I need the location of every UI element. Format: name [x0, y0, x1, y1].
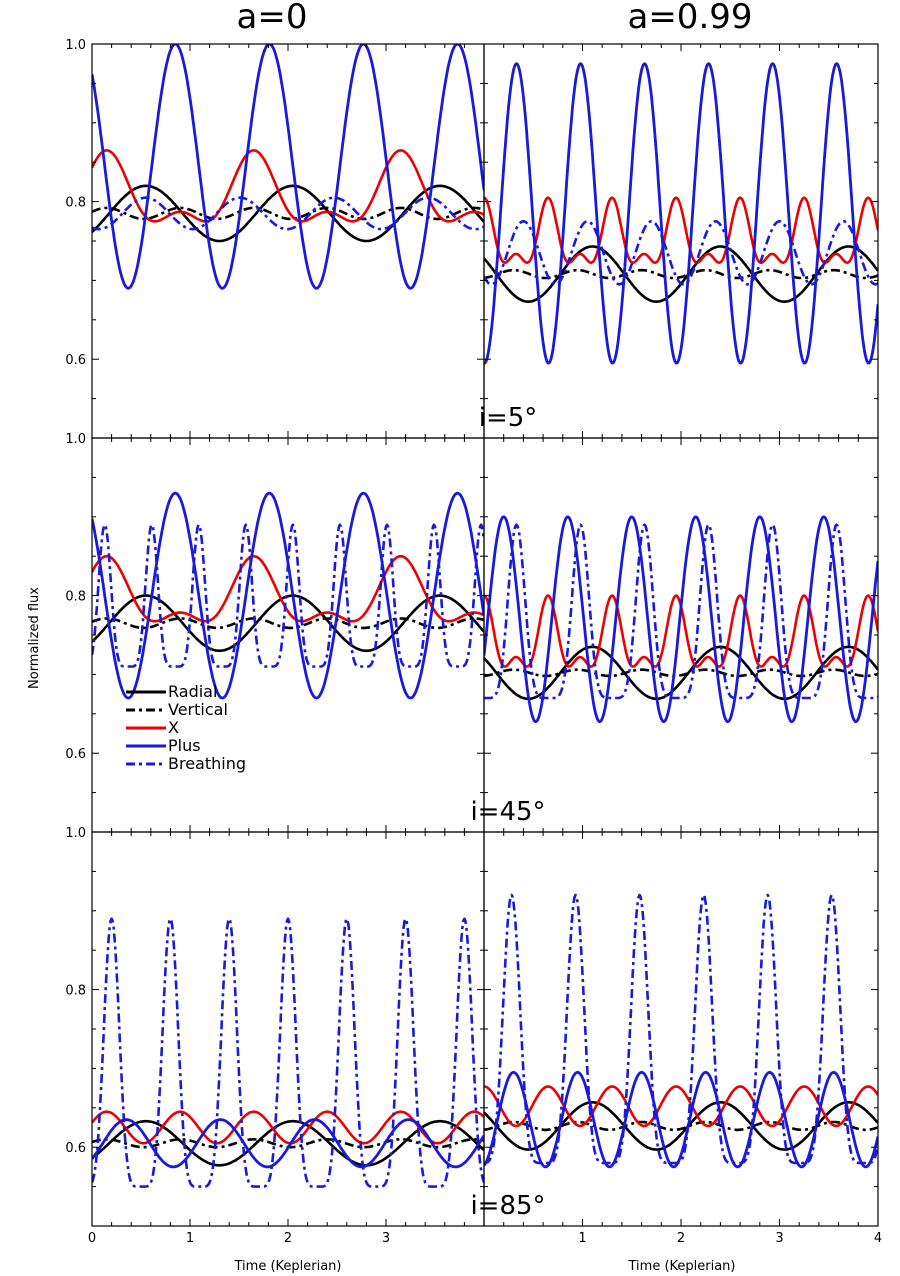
y-tick-label: 1.0 — [65, 38, 86, 53]
legend-label: Plus — [168, 736, 201, 755]
series-group — [92, 44, 484, 290]
series-group — [92, 491, 484, 700]
x-tick-label: 4 — [874, 1231, 882, 1246]
panel-frame — [91, 831, 485, 1227]
series-group — [484, 893, 878, 1169]
y-tick-label: 0.8 — [65, 196, 86, 211]
series-vertical — [92, 206, 484, 221]
x-tick-label: 1 — [578, 1231, 586, 1246]
y-axis-label: Normalized flux — [27, 587, 42, 689]
series-x — [92, 1110, 484, 1145]
x-tick-label: 2 — [677, 1231, 685, 1246]
series-breathing — [92, 917, 484, 1188]
y-tick-label: 0.6 — [65, 747, 86, 762]
panel-r1-c0: 0.6 0.8 1.0 — [65, 432, 485, 833]
series-group — [484, 515, 878, 723]
legend-label: X — [168, 718, 179, 737]
series-plus — [484, 515, 878, 723]
legend-item: X — [126, 718, 179, 737]
y-tick-label: 0.6 — [65, 353, 86, 368]
series-breathing — [92, 523, 484, 668]
panel-inclination-label: i=5° — [479, 403, 538, 433]
panel-r0-c1: i=5° — [479, 43, 879, 439]
x-tick-label: 3 — [382, 1231, 390, 1246]
legend-label: Vertical — [168, 700, 228, 719]
series-radial — [92, 184, 484, 243]
series-radial — [92, 594, 484, 653]
series-plus — [92, 1118, 484, 1169]
series-x — [484, 1085, 878, 1128]
panel-grid: 0.6 0.8 1.0 i=5° 0.6 0.8 1.0 i=45° 0.6 0.8 1.0 0 1 2 3… — [65, 38, 882, 1246]
x-axis-label-left: Time (Keplerian) — [234, 1259, 342, 1274]
panel-r1-c1: i=45° — [470, 437, 879, 833]
series-vertical — [92, 617, 484, 630]
series-group — [92, 917, 484, 1188]
panel-frame — [91, 437, 485, 833]
y-tick-label: 1.0 — [65, 826, 86, 841]
y-tick-label: 0.8 — [65, 590, 86, 605]
series-radial — [484, 645, 878, 701]
legend-item: Radial — [126, 682, 217, 701]
series-vertical — [484, 1120, 878, 1132]
x-tick-label: 2 — [284, 1231, 292, 1246]
legend-item: Vertical — [126, 700, 228, 719]
legend-label: Breathing — [168, 754, 246, 773]
panel-r2-c0: 0.6 0.8 1.0 0 1 2 3 — [65, 826, 485, 1246]
x-tick-label: 3 — [775, 1231, 783, 1246]
column-title-right: a=0.99 — [627, 0, 752, 37]
series-plus — [484, 1070, 878, 1169]
series-breathing — [484, 220, 878, 286]
panel-r2-c1: i=85° 1 2 3 4 — [470, 831, 882, 1246]
series-x — [92, 554, 484, 623]
series-plus — [484, 62, 878, 365]
panel-inclination-label: i=85° — [470, 1191, 545, 1221]
legend-label: Radial — [168, 682, 217, 701]
series-radial — [484, 1101, 878, 1151]
series-x — [484, 196, 878, 265]
x-axis-label-right: Time (Keplerian) — [628, 1259, 736, 1274]
y-tick-label: 1.0 — [65, 432, 86, 447]
series-group — [484, 62, 878, 365]
y-tick-label: 0.8 — [65, 984, 86, 999]
panel-r0-c0: 0.6 0.8 1.0 — [65, 38, 485, 439]
series-vertical — [484, 668, 878, 678]
series-x — [92, 149, 484, 223]
series-plus — [92, 44, 484, 290]
y-tick-label: 0.6 — [65, 1141, 86, 1156]
x-tick-label: 1 — [186, 1231, 194, 1246]
series-breathing — [92, 196, 484, 231]
column-title-left: a=0 — [237, 0, 308, 37]
x-tick-label: 0 — [88, 1231, 96, 1246]
legend-item: Plus — [126, 736, 201, 755]
legend-item: Breathing — [126, 754, 246, 773]
panel-frame — [483, 437, 879, 833]
panel-inclination-label: i=45° — [470, 797, 545, 827]
